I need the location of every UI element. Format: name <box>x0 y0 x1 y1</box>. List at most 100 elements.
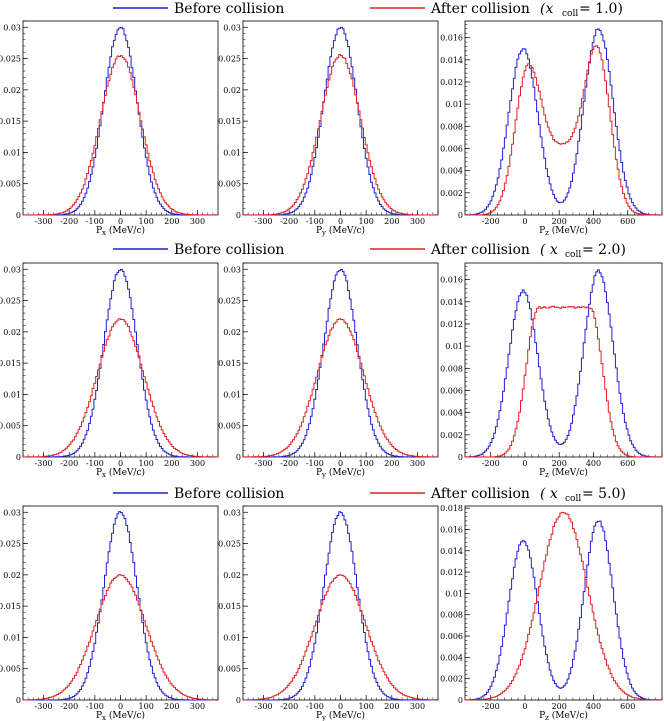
x-tick-label: -200 <box>482 459 500 468</box>
x-tick-label: 200 <box>552 459 567 468</box>
x-tick-label: 100 <box>139 702 154 711</box>
legend-row-1: Before collision After collision ( x col… <box>113 242 626 260</box>
y-tick-label: 0.015 <box>218 359 241 368</box>
y-tick-label: 0.03 <box>223 265 241 274</box>
after-collision-histogram <box>23 318 218 458</box>
x-tick-label: -200 <box>482 217 500 226</box>
x-tick-label: 400 <box>586 702 601 711</box>
x-tick-label: -300 <box>35 217 53 226</box>
panel-2-2: 0 0.002 0.004 0.006 0.008 0.01 0.012 0.014 0.016… <box>440 504 663 721</box>
y-tick-label: 0 <box>236 453 241 462</box>
y-tick-label: 0.012 <box>440 568 463 577</box>
y-tick-label: 0.02 <box>3 328 21 337</box>
x-tick-label: -300 <box>255 702 273 711</box>
x-tick-label: 0 <box>118 459 123 468</box>
x-tick-label: 0 <box>522 217 527 226</box>
y-tick-label: 0 <box>236 696 241 705</box>
x-tick-label: -100 <box>86 459 104 468</box>
y-tick-label: 0 <box>458 453 463 462</box>
y-tick-label: 0.005 <box>0 180 21 189</box>
legend-after-label: After collision <box>430 486 530 502</box>
x-axis-label: Py (MeV/c) <box>316 225 365 237</box>
y-tick-label: 0.016 <box>440 34 463 43</box>
x-tick-label: -200 <box>280 702 298 711</box>
y-tick-label: 0.025 <box>0 540 21 549</box>
y-tick-label: 0.025 <box>218 55 241 64</box>
x-axis-label: Pz (MeV/c) <box>539 225 588 237</box>
legend-row-0: Before collision After collision (x coll… <box>113 1 623 19</box>
y-tick-label: 0.014 <box>440 298 463 307</box>
x-tick-label: -200 <box>482 702 500 711</box>
x-tick-label: -200 <box>280 217 298 226</box>
legend-xcoll-sub: coll <box>562 9 578 19</box>
y-tick-label: 0.014 <box>440 56 463 65</box>
x-tick-label: 600 <box>620 459 635 468</box>
plot-frame <box>464 20 663 216</box>
x-tick-label: 0 <box>338 459 343 468</box>
x-axis-label: Py (MeV/c) <box>316 467 365 479</box>
y-tick-label: 0.004 <box>440 167 463 176</box>
x-tick-label: -300 <box>255 217 273 226</box>
panel-1-0: 0 0.005 0.01 0.015 0.02 0.025 0.03 -300 -200 -100… <box>0 262 219 479</box>
x-axis-label: Py (MeV/c) <box>316 710 365 721</box>
plot-frame <box>22 505 219 701</box>
before-collision-histogram <box>243 269 438 458</box>
y-tick-label: 0.002 <box>440 675 463 684</box>
x-tick-label: 0 <box>118 217 123 226</box>
plot-frame <box>242 262 439 458</box>
y-tick-label: 0.03 <box>223 508 241 517</box>
y-tick-label: 0.006 <box>440 386 463 395</box>
x-tick-label: -100 <box>86 702 104 711</box>
x-tick-label: 300 <box>190 459 205 468</box>
y-tick-label: 0.015 <box>218 117 241 126</box>
after-collision-histogram <box>465 45 662 216</box>
y-tick-label: 0.002 <box>440 189 463 198</box>
legend-xcoll-value: = 5.0) <box>582 486 626 502</box>
y-tick-label: 0.004 <box>440 653 463 662</box>
before-collision-histogram <box>465 520 662 701</box>
y-tick-label: 0.01 <box>3 390 21 399</box>
before-collision-histogram <box>243 511 438 701</box>
y-tick-label: 0.03 <box>223 23 241 32</box>
x-tick-label: 100 <box>359 702 374 711</box>
legend-before-label: Before collision <box>174 242 284 258</box>
before-collision-histogram <box>465 28 662 216</box>
y-tick-label: 0.01 <box>3 148 21 157</box>
after-collision-histogram <box>243 318 438 458</box>
x-tick-label: 100 <box>359 217 374 226</box>
legend-row-2: Before collision After collision ( x col… <box>113 486 626 504</box>
x-tick-label: 0 <box>118 702 123 711</box>
y-tick-label: 0.02 <box>223 86 241 95</box>
legend-before-label: Before collision <box>174 1 284 17</box>
y-tick-label: 0.01 <box>445 589 463 598</box>
panel-1-1: 0 0.005 0.01 0.015 0.02 0.025 0.03 -300 -200 -100… <box>218 262 439 479</box>
legend-xcoll-sub: coll <box>565 250 581 260</box>
y-tick-label: 0.005 <box>218 665 241 674</box>
plot-frame <box>22 20 219 216</box>
x-tick-label: -200 <box>280 459 298 468</box>
panel-0-0: 0 0.005 0.01 0.015 0.02 0.025 0.03 -300 -200 -100… <box>0 20 219 237</box>
x-tick-label: 400 <box>586 459 601 468</box>
y-tick-label: 0.03 <box>3 508 21 517</box>
after-collision-histogram <box>243 574 438 701</box>
y-tick-label: 0.01 <box>445 342 463 351</box>
y-tick-label: 0.008 <box>440 122 463 131</box>
after-collision-histogram <box>243 54 438 216</box>
x-tick-label: 300 <box>410 702 425 711</box>
y-tick-label: 0.015 <box>218 602 241 611</box>
y-tick-label: 0.015 <box>0 602 21 611</box>
x-tick-label: 200 <box>384 459 399 468</box>
y-tick-label: 0.014 <box>440 547 463 556</box>
x-tick-label: 300 <box>410 217 425 226</box>
x-tick-label: -100 <box>306 459 324 468</box>
x-axis-label: Px (MeV/c) <box>96 225 145 237</box>
y-tick-label: 0 <box>16 453 21 462</box>
legend-xcoll-value: = 2.0) <box>582 242 626 258</box>
y-tick-label: 0.02 <box>223 328 241 337</box>
y-tick-label: 0.025 <box>0 297 21 306</box>
after-collision-histogram <box>465 511 662 701</box>
y-tick-label: 0 <box>458 211 463 220</box>
y-tick-label: 0.006 <box>440 144 463 153</box>
y-tick-label: 0.016 <box>440 276 463 285</box>
